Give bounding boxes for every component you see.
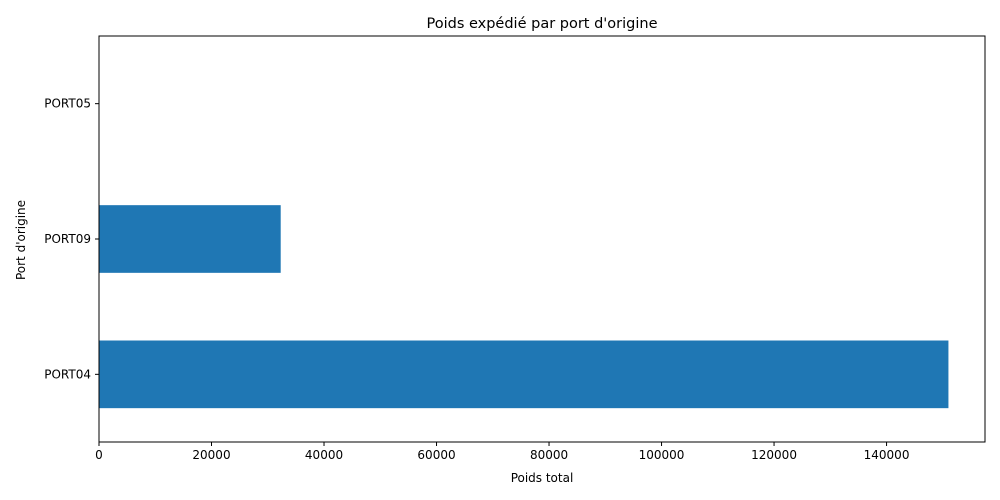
x-tick-label: 140000 bbox=[864, 448, 910, 462]
plot-area: PORT04 PORT09 PORT05 0 20000 40000 60000 80000 1… bbox=[44, 35, 986, 462]
y-axis-label: Port d'origine bbox=[14, 200, 28, 280]
x-tick-label: 20000 bbox=[192, 448, 230, 462]
bar-port04 bbox=[99, 340, 949, 409]
y-tick-label: PORT09 bbox=[44, 232, 91, 246]
y-tick-label: PORT04 bbox=[44, 367, 91, 381]
x-tick-label: 120000 bbox=[751, 448, 797, 462]
x-tick-label: 0 bbox=[95, 448, 103, 462]
x-tick-label: 100000 bbox=[639, 448, 685, 462]
bar-port09 bbox=[99, 205, 281, 273]
x-axis-label: Poids total bbox=[511, 471, 574, 485]
y-tick-label: PORT05 bbox=[44, 97, 91, 111]
chart-title: Poids expédié par port d'origine bbox=[426, 16, 657, 32]
x-tick-label: 80000 bbox=[530, 448, 568, 462]
plot-frame bbox=[98, 35, 986, 443]
x-tick-label: 60000 bbox=[417, 448, 455, 462]
x-tick-label: 40000 bbox=[305, 448, 343, 462]
